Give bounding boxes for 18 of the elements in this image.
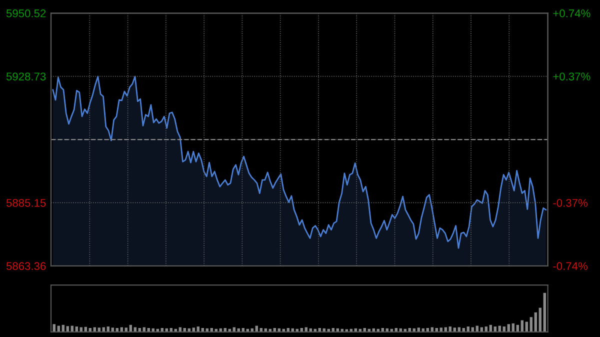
- bar: [538, 308, 542, 332]
- y-tick-label: 5885.15: [6, 198, 46, 207]
- bar: [57, 326, 60, 332]
- bar: [530, 317, 532, 332]
- bar: [534, 312, 537, 332]
- bar: [255, 326, 258, 332]
- y2-tick-label: -0.37%: [553, 198, 588, 207]
- y2-tick-label: -0.74%: [553, 262, 588, 270]
- bar: [498, 326, 501, 332]
- bar: [476, 326, 478, 332]
- y2-tick-label: +0.74%: [553, 9, 590, 18]
- y-tick-label: 5863.36: [6, 262, 46, 270]
- bar: [543, 292, 546, 332]
- bar: [70, 326, 74, 332]
- y-tick-label: 5928.73: [6, 72, 46, 80]
- bar: [520, 320, 524, 332]
- y2-tick-label: +0.37%: [553, 72, 590, 80]
- y-tick-label: 5950.52: [6, 9, 46, 18]
